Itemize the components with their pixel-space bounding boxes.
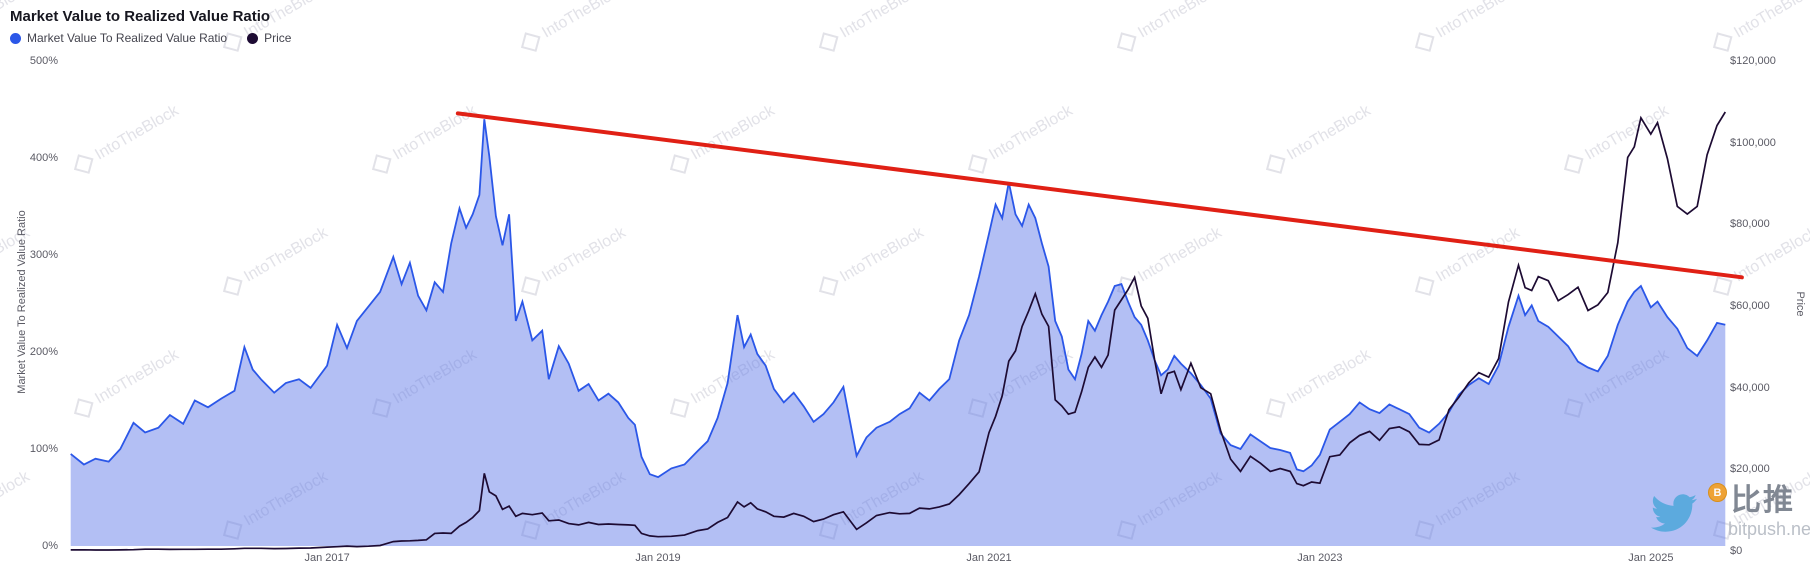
x-tick-label: Jan 2025: [1628, 552, 1674, 564]
chart-legend: Market Value To Realized Value Ratio Pri…: [10, 31, 291, 45]
y-right-tick-label: $20,000: [1730, 463, 1770, 476]
x-tick-label: Jan 2021: [966, 552, 1012, 564]
x-tick-label: Jan 2017: [304, 552, 350, 564]
legend-label-price: Price: [264, 31, 292, 45]
legend-dot-price-icon: [247, 32, 259, 44]
y-axis-left-label: Market Value To Realized Value Ratio: [16, 210, 28, 394]
y-left-tick-label: 200%: [29, 346, 58, 358]
y-left-tick-label: 300%: [29, 249, 58, 261]
x-tick-label: Jan 2023: [1297, 552, 1343, 564]
legend-item-mvrv[interactable]: Market Value To Realized Value Ratio: [10, 31, 227, 45]
price-line: [70, 111, 1727, 551]
bitpush-name: 比推: [1731, 484, 1795, 517]
y-left-tick-label: 500%: [29, 55, 58, 67]
mvrv-area: [70, 119, 1726, 546]
legend-label-mvrv: Market Value To Realized Value Ratio: [27, 31, 228, 45]
x-tick-label: Jan 2019: [635, 552, 681, 564]
chart-title: Market Value to Realized Value Ratio: [10, 8, 271, 25]
y-right-tick-label: $0: [1730, 545, 1743, 557]
y-right-tick-label: $120,000: [1730, 55, 1776, 67]
legend-item-price[interactable]: Price: [247, 31, 291, 45]
trendline: [455, 111, 1744, 280]
legend-dot-mvrv-icon: [10, 32, 21, 44]
bitpush-watermark: B 比推 bitpush.news: [1648, 483, 1810, 540]
y-right-tick-label: $40,000: [1730, 381, 1770, 394]
y-left-tick-label: 100%: [29, 443, 58, 455]
y-right-tick-label: $100,000: [1730, 136, 1776, 149]
y-right-tick-label: $60,000: [1730, 300, 1770, 312]
twitter-bird-icon: [1651, 494, 1698, 532]
bitpush-domain: bitpush.news: [1728, 519, 1810, 539]
y-right-tick-label: $80,000: [1730, 218, 1770, 231]
y-axis-right-label: Price: [1794, 291, 1806, 317]
bitcoin-coin-icon: B: [1708, 483, 1727, 502]
y-left-tick-label: 0%: [42, 540, 58, 552]
y-left-tick-label: 400%: [29, 152, 58, 164]
